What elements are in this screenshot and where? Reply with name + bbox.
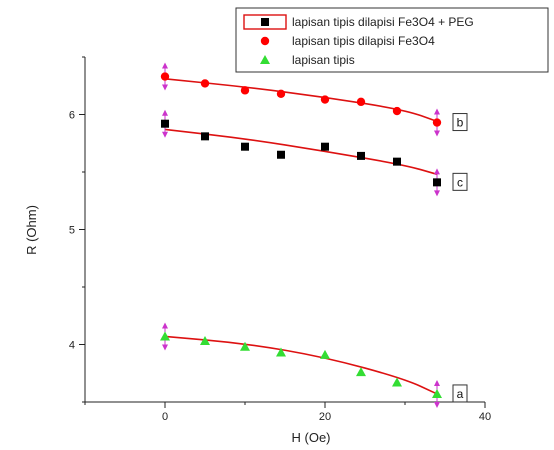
axes: 0 20 40 4 5 6 bbox=[69, 56, 491, 423]
data-point bbox=[201, 132, 209, 141]
data-point bbox=[357, 151, 365, 160]
fit-curve bbox=[164, 335, 438, 395]
data-point bbox=[392, 377, 402, 387]
y-tick-label: 6 bbox=[69, 110, 75, 122]
error-bar-cap bbox=[434, 130, 440, 137]
y-tick-label: 5 bbox=[69, 225, 75, 237]
data-point bbox=[276, 89, 286, 99]
legend-marker bbox=[261, 18, 269, 26]
curve-label-box bbox=[452, 384, 468, 403]
x-tick-label: 20 bbox=[319, 411, 331, 423]
data-point bbox=[356, 367, 366, 377]
curve-label: c bbox=[457, 175, 463, 189]
data-point bbox=[432, 388, 442, 398]
error-bar-cap bbox=[434, 168, 440, 175]
fit-curve bbox=[164, 128, 438, 176]
data-point bbox=[321, 142, 329, 151]
data-point bbox=[433, 178, 441, 187]
y-tick-label: 4 bbox=[69, 340, 75, 352]
legend-entry: lapisan tipis dilapisi Fe3O4 bbox=[292, 34, 435, 48]
data-point bbox=[241, 142, 249, 151]
data-point bbox=[276, 347, 286, 357]
data-point bbox=[200, 336, 210, 346]
data-points bbox=[160, 72, 442, 398]
error-bar-cap bbox=[434, 379, 440, 386]
curve-label-box bbox=[452, 113, 468, 132]
data-point bbox=[160, 331, 170, 341]
data-point bbox=[320, 349, 330, 359]
error-bar-cap bbox=[162, 322, 168, 329]
data-point bbox=[432, 118, 442, 127]
curve-label-box bbox=[452, 172, 468, 191]
x-tick-label: 0 bbox=[162, 411, 168, 423]
data-point bbox=[161, 119, 169, 128]
data-point bbox=[320, 95, 330, 104]
data-point bbox=[392, 106, 402, 116]
legend-marker bbox=[260, 55, 270, 64]
fit-curve bbox=[164, 78, 438, 123]
legend-entry: lapisan tipis bbox=[292, 53, 355, 67]
y-axis-label: R (Ohm) bbox=[24, 205, 39, 255]
error-bar-cap bbox=[162, 344, 168, 351]
data-point bbox=[160, 72, 170, 81]
fit-curves bbox=[164, 78, 438, 395]
data-point bbox=[200, 79, 210, 88]
legend-fit-swatch bbox=[243, 14, 287, 30]
error-bar-cap bbox=[434, 108, 440, 115]
curve-label: b bbox=[457, 116, 464, 130]
data-point bbox=[393, 157, 401, 166]
curve-labels: c b a bbox=[452, 113, 468, 403]
error-bar-cap bbox=[162, 84, 168, 91]
data-point bbox=[240, 86, 250, 95]
curve-label: a bbox=[457, 387, 464, 401]
data-point bbox=[240, 341, 250, 351]
x-tick-label: 40 bbox=[479, 411, 491, 423]
error-bar-cap bbox=[162, 131, 168, 138]
x-axis-label: H (Oe) bbox=[292, 430, 331, 445]
legend-box bbox=[235, 7, 549, 73]
legend-entry: lapisan tipis dilapisi Fe3O4 + PEG bbox=[292, 15, 474, 29]
data-point bbox=[356, 97, 366, 107]
legend: lapisan tipis dilapisi Fe3O4 + PEG lapisa… bbox=[235, 7, 549, 73]
data-point bbox=[277, 150, 285, 159]
error-bar-cap bbox=[434, 190, 440, 197]
error-bar-cap bbox=[434, 401, 440, 408]
error-bar-cap bbox=[162, 62, 168, 69]
legend-marker bbox=[260, 36, 270, 46]
error-bar-cap bbox=[162, 109, 168, 116]
